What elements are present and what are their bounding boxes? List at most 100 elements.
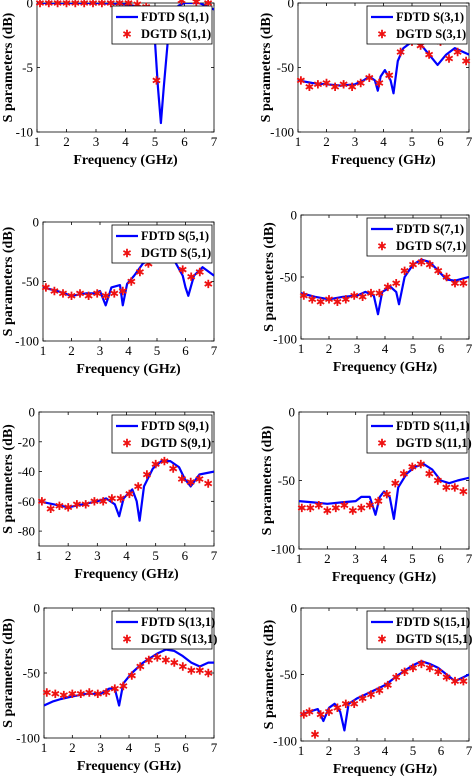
legend-dgtd-label: DGTD S(13,1) [141,632,217,646]
x-axis-label: Frequency (GHz) [74,567,179,582]
dgtd-data-point [134,482,143,491]
dgtd-data-point [170,658,179,667]
legend-dgtd-swatch [377,241,387,251]
dgtd-data-point [408,663,418,673]
dgtd-data-point [169,464,178,473]
x-tick-label: 7 [466,743,473,758]
dgtd-data-point [90,497,99,506]
chart-panel-6: 1 2 3 4 5 6 7 0 -50 -100 Frequency (GHz) S paramete… [260,405,473,586]
dgtd-data-point [306,503,315,513]
legend-dgtd-label: DGTD S(11,1) [396,436,472,450]
dgtd-data-point [442,483,451,492]
x-tick-label: 6 [438,341,445,356]
dgtd-data-point [314,501,323,510]
dgtd-data-point [459,676,468,686]
x-tick-label: 2 [63,134,70,149]
y-tick-label: 0 [291,208,298,223]
dgtd-data-point [297,503,306,513]
dgtd-data-point [375,288,384,298]
dgtd-data-point [434,667,443,676]
dgtd-data-point [192,0,201,6]
x-tick-label: 1 [298,743,305,758]
x-tick-label: 7 [466,134,473,149]
dgtd-data-point [444,54,454,63]
x-axis-label: Frequency (GHz) [333,360,438,375]
dgtd-data-point [459,487,468,496]
x-tick-label: 2 [324,551,331,566]
dgtd-data-point [453,47,462,57]
dgtd-data-point [50,286,59,296]
legend-fdtd-label: FDTD S(1,1) [141,10,209,24]
legend-dgtd-swatch [377,438,387,448]
x-tick-label: 4 [380,134,387,149]
x-tick-label: 2 [68,343,75,358]
x-tick-label: 1 [34,134,41,149]
dgtd-data-point [425,50,434,59]
dgtd-data-point [44,0,53,8]
x-tick-label: 3 [354,743,361,758]
x-tick-label: 2 [323,134,330,149]
dgtd-data-point [125,489,134,499]
dgtd-data-point [118,286,127,296]
x-tick-label: 1 [41,740,48,755]
x-tick-label: 2 [326,743,333,758]
dgtd-data-point [382,490,391,499]
dgtd-data-point [339,80,348,89]
chart-panel-2: 1 2 3 4 5 6 7 0 -50 -100 Frequency (GHz) S paramete… [259,0,473,168]
dgtd-data-point [119,681,128,691]
fdtd-series-line [301,258,469,316]
legend: FDTD S(13,1) DGTD S(13,1) [111,610,217,650]
dgtd-data-point [450,279,460,288]
legend: FDTD S(11,1) DGTD S(11,1) [366,414,472,454]
x-tick-label: 5 [152,134,159,149]
y-tick-label: -100 [15,334,39,349]
dgtd-data-point [106,0,115,8]
legend-dgtd-swatch [377,634,387,644]
dgtd-data-point [42,688,51,697]
dgtd-data-point [177,0,186,5]
dgtd-data-point [110,289,119,298]
dgtd-data-point [450,483,459,492]
x-tick-label: 4 [125,343,132,358]
dgtd-data-point [127,671,136,680]
dgtd-data-point [408,260,418,269]
dgtd-data-point [365,501,374,510]
x-tick-label: 5 [409,551,416,566]
dgtd-data-point [316,297,325,306]
dgtd-data-point [178,265,187,274]
y-tick-label: 0 [288,0,295,11]
dgtd-data-point [160,456,169,466]
fdtd-series-line [299,463,469,520]
dgtd-data-point [204,479,213,488]
dgtd-data-point [375,686,384,695]
dgtd-data-point [178,662,187,671]
legend-dgtd-swatch [377,29,387,39]
y-axis-label: S parameters (dB) [1,12,16,122]
x-tick-label: 2 [326,341,333,356]
dgtd-data-point [127,277,136,286]
dgtd-data-point [187,272,196,281]
dgtd-data-point [152,76,161,85]
dgtd-data-point [333,297,342,306]
x-tick-label: 4 [381,551,388,566]
dgtd-data-point [374,496,383,506]
dgtd-data-point [177,474,187,484]
dgtd-data-point [151,459,160,469]
x-tick-label: 1 [36,548,43,563]
x-tick-label: 2 [69,740,76,755]
dgtd-data-point [35,0,45,8]
x-tick-label: 1 [295,134,302,149]
y-axis-label: S parameters (dB) [262,222,277,332]
legend-box [111,610,213,650]
dgtd-data-point [195,267,204,277]
x-tick-label: 3 [354,341,361,356]
dgtd-data-point [459,279,468,288]
dgtd-data-point [305,82,314,91]
dgtd-data-point [51,689,60,698]
dgtd-data-point [365,73,374,82]
chart-panel-3: 1 2 3 4 5 6 7 0 -50 -100 Frequency (GHz) S paramete… [1,215,218,378]
dgtd-data-point [305,707,314,716]
dgtd-data-point [93,689,102,698]
dgtd-data-point [442,272,451,282]
